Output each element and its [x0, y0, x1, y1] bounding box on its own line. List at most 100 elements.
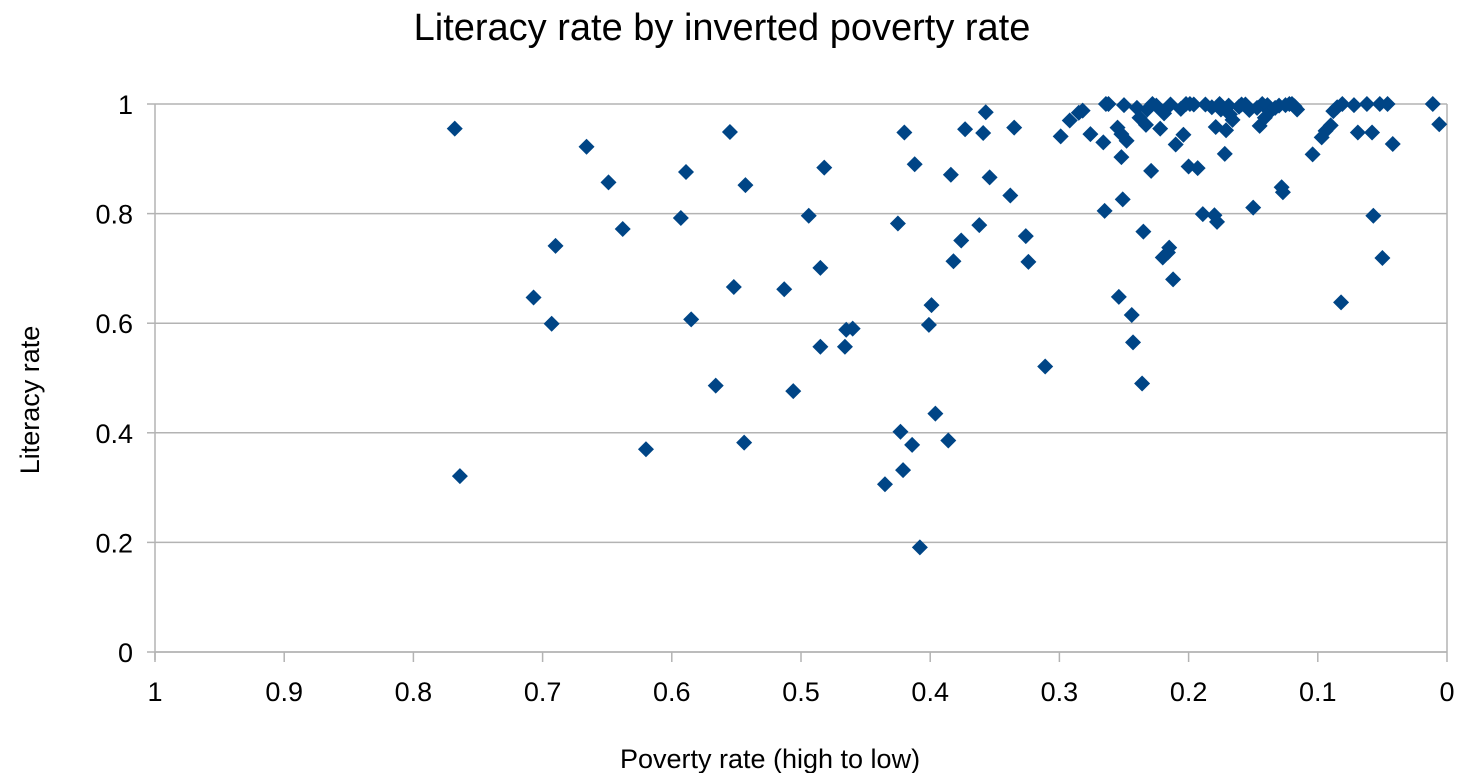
data-point: [1100, 96, 1117, 112]
grid-lines: [155, 103, 1448, 653]
data-point: [1037, 358, 1054, 375]
data-point: [1134, 375, 1151, 392]
y-tick-label: 0.4: [95, 419, 133, 449]
data-point: [1143, 162, 1160, 179]
data-point: [892, 423, 909, 440]
data-point: [1317, 122, 1334, 139]
data-point: [1384, 136, 1401, 153]
data-point: [672, 209, 689, 226]
data-point: [451, 468, 468, 485]
data-point: [1364, 124, 1381, 141]
y-axis: 0 0.2 0.4 0.6 0.8 1: [95, 90, 156, 668]
data-point: [1096, 202, 1113, 219]
x-tick-label: 0.6: [653, 677, 691, 707]
data-point: [1345, 97, 1362, 114]
data-point: [776, 281, 793, 298]
data-point: [785, 383, 802, 400]
data-point: [1431, 116, 1448, 133]
data-point: [942, 166, 959, 183]
x-tick-label: 0.2: [1170, 677, 1208, 707]
data-point: [1061, 112, 1078, 129]
x-tick-label: 0.7: [524, 677, 562, 707]
x-tick-label: 0.5: [782, 677, 820, 707]
data-point: [876, 476, 893, 493]
data-point: [1165, 271, 1182, 288]
data-point: [920, 316, 937, 333]
data-point: [923, 297, 940, 314]
x-tick-label: 1: [147, 677, 162, 707]
data-point: [683, 311, 700, 328]
data-point: [1289, 101, 1306, 118]
data-point: [1125, 334, 1142, 351]
data-point: [1189, 160, 1206, 177]
x-tick-label: 0: [1439, 677, 1454, 707]
data-point: [953, 232, 970, 249]
data-point: [678, 163, 695, 180]
data-point: [904, 436, 921, 453]
data-point: [1116, 97, 1132, 114]
data-point: [911, 539, 928, 556]
data-point: [1365, 207, 1382, 224]
data-point: [543, 315, 560, 332]
data-point: [1052, 128, 1069, 145]
data-point: [736, 434, 753, 451]
data-point: [1333, 294, 1350, 311]
data-point: [1379, 96, 1396, 112]
x-tick-label: 0.8: [395, 677, 433, 707]
data-point: [1074, 102, 1091, 119]
data-point: [737, 177, 754, 194]
data-point: [844, 320, 861, 337]
data-point: [1135, 223, 1152, 240]
data-point: [525, 289, 542, 306]
data-point: [945, 253, 962, 270]
data-point: [812, 259, 829, 276]
data-point: [600, 174, 617, 191]
data-point: [971, 217, 988, 234]
data-point: [1209, 213, 1226, 230]
data-point: [1218, 122, 1235, 139]
y-tick-label: 0.6: [95, 309, 133, 339]
data-point: [1020, 253, 1037, 270]
data-point: [981, 169, 998, 186]
data-point: [836, 338, 853, 355]
data-point: [896, 124, 913, 141]
x-tick-label: 0.1: [1299, 677, 1337, 707]
data-point: [1017, 228, 1034, 245]
data-point: [1194, 206, 1211, 223]
data-point: [1161, 239, 1178, 256]
data-point: [1207, 119, 1224, 136]
data-point: [1358, 96, 1375, 112]
data-point: [1118, 132, 1135, 149]
data-point: [812, 338, 829, 355]
data-point: [1123, 306, 1140, 323]
data-point: [1334, 96, 1351, 112]
data-point: [1006, 119, 1023, 136]
data-point: [614, 220, 631, 237]
data-point: [1245, 199, 1262, 216]
data-point: [725, 279, 742, 296]
data-point: [940, 432, 957, 449]
data-point: [1002, 187, 1019, 204]
data-point: [927, 405, 944, 422]
data-point: [1082, 126, 1099, 143]
data-point: [1424, 96, 1441, 112]
data-point: [1304, 146, 1321, 163]
data-point: [975, 125, 992, 142]
data-point: [1274, 184, 1291, 201]
data-point: [1216, 145, 1233, 162]
data-point: [1167, 136, 1184, 153]
data-point: [1114, 191, 1131, 208]
data-point: [1152, 120, 1169, 137]
x-tick-label: 0.3: [1041, 677, 1079, 707]
data-point: [1110, 288, 1127, 305]
data-point: [977, 104, 994, 121]
data-point: [1349, 124, 1366, 141]
data-point: [578, 138, 595, 155]
data-point: [816, 159, 833, 176]
data-point: [446, 120, 463, 137]
data-point: [637, 441, 654, 458]
data-point: [895, 462, 912, 479]
data-point: [1175, 126, 1192, 143]
x-axis-title: Poverty rate (high to low): [620, 744, 920, 773]
y-tick-label: 0.8: [95, 200, 133, 230]
